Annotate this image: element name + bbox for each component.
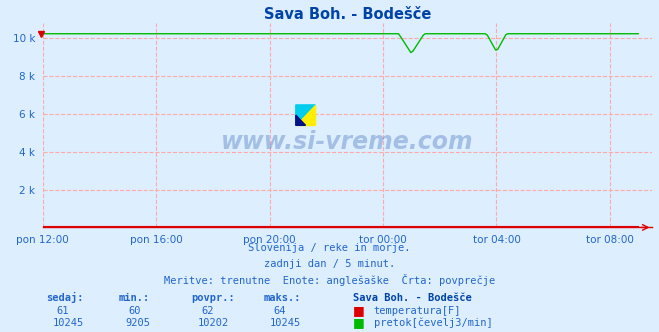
Polygon shape (296, 105, 315, 125)
Text: Slovenija / reke in morje.: Slovenija / reke in morje. (248, 243, 411, 253)
Text: povpr.:: povpr.: (191, 293, 235, 303)
Text: sedaj:: sedaj: (46, 292, 84, 303)
Text: Sava Boh. - Bodešče: Sava Boh. - Bodešče (353, 293, 471, 303)
Text: 61: 61 (57, 306, 69, 316)
Text: 62: 62 (202, 306, 214, 316)
Title: Sava Boh. - Bodešče: Sava Boh. - Bodešče (264, 7, 431, 22)
Polygon shape (296, 115, 306, 125)
Text: temperatura[F]: temperatura[F] (374, 306, 461, 316)
Text: ■: ■ (353, 316, 364, 329)
Text: pretok[čevelj3/min]: pretok[čevelj3/min] (374, 317, 492, 328)
Text: 9205: 9205 (125, 318, 150, 328)
Text: 10245: 10245 (53, 318, 84, 328)
Text: ■: ■ (353, 304, 364, 317)
Text: 10202: 10202 (198, 318, 229, 328)
Text: Meritve: trenutne  Enote: anglešaške  Črta: povprečje: Meritve: trenutne Enote: anglešaške Črta… (164, 274, 495, 286)
Text: zadnji dan / 5 minut.: zadnji dan / 5 minut. (264, 259, 395, 269)
Polygon shape (296, 105, 315, 125)
Text: min.:: min.: (119, 293, 150, 303)
Text: 60: 60 (129, 306, 141, 316)
Text: www.si-vreme.com: www.si-vreme.com (221, 130, 474, 154)
Text: maks.:: maks.: (264, 293, 301, 303)
Text: 64: 64 (274, 306, 286, 316)
Text: 10245: 10245 (270, 318, 301, 328)
